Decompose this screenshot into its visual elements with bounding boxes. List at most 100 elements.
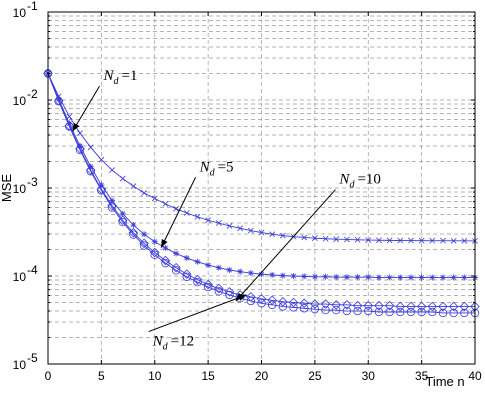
data-point-diamond xyxy=(224,287,235,297)
data-point-diamond xyxy=(395,301,406,312)
data-point-x xyxy=(258,229,265,236)
annotation-arrow-line xyxy=(148,294,247,333)
data-point-diamond xyxy=(299,298,309,309)
data-point-asterisk xyxy=(343,274,350,281)
data-point-x xyxy=(429,237,436,244)
data-point-asterisk xyxy=(130,221,137,228)
data-point-asterisk xyxy=(386,274,393,281)
data-point-circle xyxy=(171,266,181,275)
data-point-circle xyxy=(332,305,341,315)
data-point-circle xyxy=(289,303,298,312)
data-point-circle xyxy=(417,307,426,317)
data-point-asterisk xyxy=(450,274,457,281)
data-point-diamond xyxy=(278,296,288,307)
x-tick-label: 15 xyxy=(201,369,215,383)
data-point-x xyxy=(98,156,105,163)
data-point-x xyxy=(66,113,73,120)
data-point-asterisk xyxy=(311,273,318,280)
data-point-circle xyxy=(342,306,352,316)
data-point-asterisk xyxy=(119,210,126,217)
x-tick-label: 35 xyxy=(415,369,429,383)
x-tick-label: 10 xyxy=(148,369,162,383)
data-point-circle xyxy=(193,278,202,287)
data-point-x xyxy=(237,225,244,232)
x-tick-label: 40 xyxy=(468,369,482,383)
annotation-nd-0: Nd =1 xyxy=(72,68,137,132)
data-point-diamond xyxy=(288,297,299,308)
data-point-x xyxy=(130,183,137,190)
data-point-asterisk xyxy=(322,273,329,280)
data-point-diamond xyxy=(171,263,181,273)
data-point-circle xyxy=(257,299,266,308)
data-point-asterisk xyxy=(439,274,446,281)
data-point-x xyxy=(344,236,350,243)
data-point-circle xyxy=(129,230,138,239)
data-point-x xyxy=(226,223,233,229)
data-point-diamond xyxy=(203,279,213,290)
data-point-x xyxy=(450,237,457,244)
x-axis-label: Time n xyxy=(425,374,464,389)
annotation-arrow-line xyxy=(235,189,336,302)
data-point-x xyxy=(279,232,286,239)
x-tick-label: 0 xyxy=(45,369,52,383)
annotation-label: Nd =12 xyxy=(152,334,194,353)
data-point-x xyxy=(183,210,190,216)
data-point-diamond xyxy=(352,300,363,311)
data-point-circle xyxy=(107,203,117,212)
y-tick-exponent: -2 xyxy=(27,87,38,101)
data-point-x xyxy=(322,235,329,242)
y-tick-label: 10 xyxy=(13,94,27,108)
data-point-diamond xyxy=(139,238,149,249)
data-point-x xyxy=(109,167,115,173)
y-tick-label: 10 xyxy=(13,270,27,284)
data-point-x xyxy=(162,200,169,207)
data-point-circle xyxy=(267,300,277,310)
x-tick-label: 5 xyxy=(98,369,105,383)
data-point-diamond xyxy=(331,300,341,310)
annotation-nd-2: Nd =10 xyxy=(235,172,381,302)
data-point-asterisk xyxy=(215,264,222,271)
data-point-x xyxy=(119,175,126,182)
data-point-diamond xyxy=(320,299,331,309)
annotation-nd-1: Nd =5 xyxy=(160,159,234,248)
data-point-diamond xyxy=(406,301,416,312)
data-point-diamond xyxy=(192,274,203,285)
annotation-label: Nd =5 xyxy=(199,159,234,178)
data-point-diamond xyxy=(310,299,320,309)
data-point-x xyxy=(77,130,83,137)
data-point-x xyxy=(418,237,425,244)
data-point-asterisk xyxy=(333,274,340,281)
annotations-group: Nd =1 Nd =5 Nd =10 Nd =12 xyxy=(72,68,381,353)
data-point-x xyxy=(333,236,340,243)
data-point-asterisk xyxy=(279,272,286,279)
series-diamond xyxy=(43,68,480,312)
annotation-arrowhead xyxy=(72,122,80,132)
data-point-asterisk xyxy=(429,274,436,281)
data-point-asterisk xyxy=(194,258,201,265)
y-tick-exponent: -5 xyxy=(27,351,38,365)
data-point-asterisk xyxy=(365,274,372,281)
data-point-x xyxy=(386,237,393,244)
data-point-asterisk xyxy=(66,120,73,127)
annotation-arrowhead xyxy=(237,294,247,301)
data-point-asterisk xyxy=(87,163,94,170)
data-point-x xyxy=(311,235,318,242)
data-point-asterisk xyxy=(269,271,276,278)
data-point-x xyxy=(215,220,222,226)
data-point-asterisk xyxy=(418,274,425,281)
y-tick-label: 10 xyxy=(13,182,27,196)
data-point-circle xyxy=(97,186,106,195)
data-point-diamond xyxy=(416,301,427,312)
data-point-asterisk xyxy=(151,238,158,245)
data-point-circle xyxy=(203,282,213,292)
data-point-diamond xyxy=(427,301,438,312)
y-tick-exponent: -3 xyxy=(27,175,38,189)
data-point-asterisk xyxy=(290,273,297,279)
data-point-circle xyxy=(406,307,416,317)
data-point-circle xyxy=(65,122,74,131)
data-point-x xyxy=(141,190,147,196)
data-point-asterisk xyxy=(173,250,180,257)
data-point-circle xyxy=(364,306,373,316)
y-tick-exponent: -1 xyxy=(27,0,38,13)
